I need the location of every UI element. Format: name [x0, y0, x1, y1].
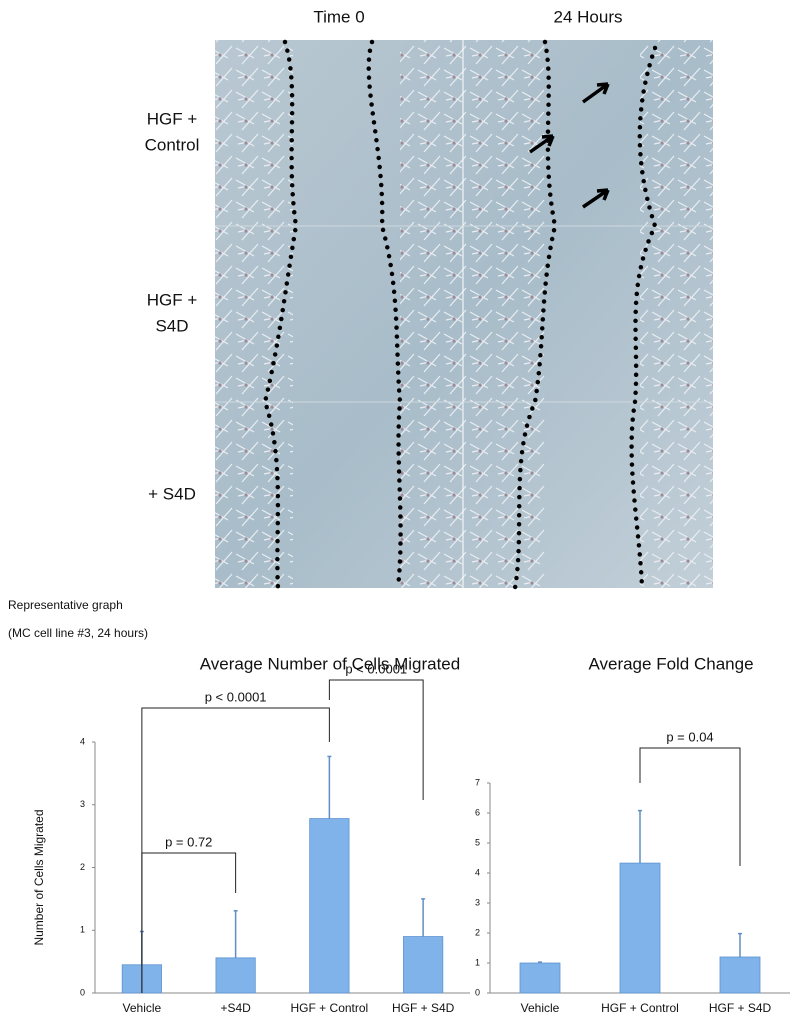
- arrow: [582, 188, 610, 209]
- significance-bracket: [141, 852, 237, 993]
- y-tick-label: 7: [475, 777, 480, 787]
- arrow: [581, 82, 610, 104]
- p-value: p = 0.72: [165, 834, 212, 849]
- y-tick-label: 6: [475, 807, 480, 817]
- y-tick-label: 2: [475, 927, 480, 937]
- cell-region: [640, 40, 713, 588]
- significance-bracket: [328, 679, 424, 800]
- wound-edge: [512, 39, 558, 591]
- row-label: + S4D: [148, 484, 196, 503]
- x-tick-label: Vehicle: [123, 1001, 162, 1015]
- bar: [403, 936, 444, 994]
- y-tick-label: 4: [475, 867, 480, 877]
- wound-edge: [262, 39, 299, 591]
- wound-edge: [366, 39, 403, 591]
- caption: (MC cell line #3, 24 hours): [8, 626, 148, 640]
- row-label: S4D: [155, 316, 188, 335]
- p-value: p = 0.04: [666, 729, 713, 744]
- x-tick-label: HGF + S4D: [709, 1001, 772, 1015]
- chart-title: Average Fold Change: [588, 654, 753, 673]
- p-value: p < 0.0001: [205, 689, 267, 704]
- cell-region: [215, 40, 293, 588]
- wound-edge: [629, 45, 658, 591]
- x-tick-label: +S4D: [220, 1001, 251, 1015]
- bar: [519, 962, 561, 994]
- y-axis-label: Number of Cells Migrated: [32, 809, 46, 945]
- row-label: HGF +: [147, 109, 198, 128]
- wound-edges: [262, 39, 658, 591]
- y-tick-label: 1: [80, 925, 85, 935]
- y-tick-label: 3: [475, 897, 480, 907]
- y-tick-label: 0: [80, 987, 85, 997]
- bar: [215, 957, 256, 994]
- y-tick-label: 1: [475, 957, 480, 967]
- micrograph-grid: [215, 39, 713, 591]
- row-label: HGF +: [147, 290, 198, 309]
- cell-region: [463, 40, 548, 588]
- caption: Representative graph: [8, 598, 123, 612]
- cell-region: [400, 40, 463, 588]
- significance-bracket: [141, 707, 330, 993]
- column-header: 24 Hours: [554, 7, 623, 26]
- y-tick-label: 4: [80, 736, 85, 746]
- significance-bracket: [639, 747, 741, 866]
- x-tick-label: HGF + S4D: [392, 1001, 455, 1015]
- x-tick-label: Vehicle: [521, 1001, 560, 1015]
- bar: [309, 818, 350, 994]
- chart-title: Average Number of Cells Migrated: [200, 654, 460, 673]
- x-tick-label: HGF + Control: [601, 1001, 679, 1015]
- p-value: p < 0.0001: [345, 661, 407, 676]
- bar: [619, 862, 661, 994]
- y-tick-label: 5: [475, 837, 480, 847]
- y-tick-label: 2: [80, 862, 85, 872]
- y-tick-label: 3: [80, 799, 85, 809]
- y-tick-label: 0: [475, 987, 480, 997]
- x-tick-label: HGF + Control: [291, 1001, 369, 1015]
- arrow: [529, 134, 555, 154]
- arrows: [529, 82, 610, 209]
- row-label: Control: [145, 135, 200, 154]
- column-header: Time 0: [313, 7, 364, 26]
- bar: [719, 956, 761, 994]
